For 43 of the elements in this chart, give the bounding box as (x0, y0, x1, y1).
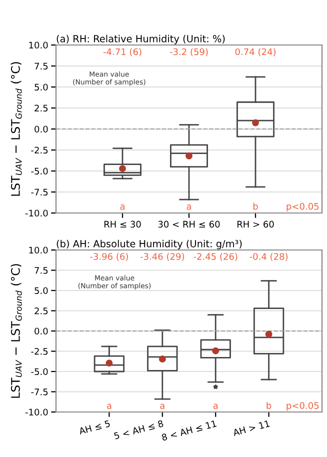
annotation: a (120, 204, 124, 210)
y-tick-label: 7.5 (34, 62, 48, 70)
y-tick-label: -10.0 (25, 408, 48, 416)
y-tick-label: 0.0 (34, 328, 48, 335)
annotation: -3.46 (29) (140, 252, 184, 261)
y-tick-label: -10.0 (25, 210, 48, 217)
x-tick-label: RH > 60 (237, 220, 274, 228)
y-tick-label: 10.0 (29, 42, 48, 49)
annotation: -3.2 (59) (170, 48, 208, 56)
y-tick-label: 2.5 (34, 307, 48, 314)
x-tick-label: AH ≤ 5 (78, 420, 110, 435)
annotation: -0.4 (28) (250, 252, 288, 261)
annotation: a (160, 404, 164, 409)
y-tick-label: -2.5 (31, 146, 48, 154)
y-tick-label: 0.0 (34, 126, 48, 133)
annotation: p<0.05 (286, 202, 319, 212)
y-tick-label: 7.5 (34, 267, 48, 274)
y-axis-title: LST$_{UAV}$ − LST$_{Ground}$ (°C) (10, 264, 22, 398)
annotation: b (253, 202, 258, 210)
y-tick-label: 5.0 (34, 84, 48, 91)
x-tick-label: RH ≤ 30 (104, 220, 141, 228)
annotation: -3.96 (6) (90, 252, 128, 261)
y-tick-label: 2.5 (34, 104, 48, 112)
x-tick-label: 30 < RH ≤ 60 (158, 220, 220, 228)
y-tick-label: -7.5 (31, 388, 48, 396)
annotation: a (106, 404, 112, 409)
y-tick-label: -7.5 (31, 188, 48, 196)
annotation: a (213, 404, 218, 409)
chart-title: (a) RH: Relative Humidity (Unit: %) (56, 34, 225, 44)
annotation: -4.71 (6) (103, 48, 142, 56)
annotation: b (266, 402, 272, 409)
y-axis-title: LST$_{UAV}$ − LST$_{Ground}$ (°C) (10, 62, 22, 196)
y-tick-label: -5.0 (31, 168, 48, 175)
y-tick-label: 10.0 (29, 246, 48, 254)
y-tick-label: -2.5 (31, 348, 48, 355)
annotation: 0.74 (24) (235, 48, 276, 56)
y-tick-label: 5.0 (34, 287, 48, 294)
annotation: a (186, 204, 191, 210)
chart-title: (b) AH: Absolute Humidity (Unit: g/m³) (56, 240, 242, 250)
annotation: p<0.05 (286, 402, 319, 411)
annotation: -2.45 (26) (194, 252, 238, 261)
x-tick-label: AH > 11 (232, 420, 270, 436)
y-tick-label: -5.0 (31, 368, 48, 376)
